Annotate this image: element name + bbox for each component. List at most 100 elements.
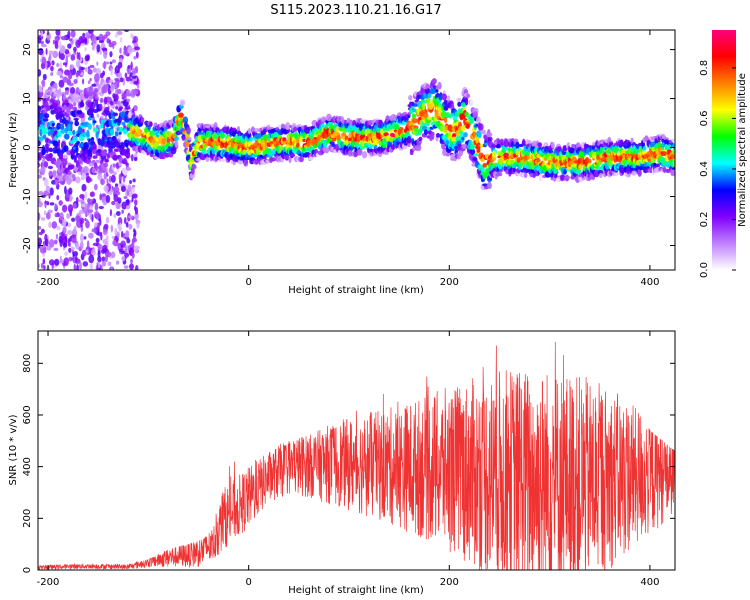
spectrogram-cell [119,222,122,230]
spectrogram-cell [80,112,85,119]
spectrogram-cell [186,149,190,154]
spectrogram-cell [38,263,41,269]
spectrogram-cell [92,102,96,109]
spectrogram-cell [114,183,119,187]
spectrogram-cell [226,126,230,135]
spectrogram-cell [97,138,102,146]
spectrogram-cell [112,171,117,176]
spectrogram-cell [61,204,68,213]
spectrogram-cell [68,130,74,136]
spectrogram-cell [69,197,72,202]
snr-frame [37,330,676,571]
spectrogram-cell [131,75,137,79]
spectrogram-cell [181,136,186,141]
spectrogram-cell [435,133,441,138]
spectrogram-cell [282,137,287,142]
spectrogram-cell [102,62,107,69]
spectrogram-cell [244,158,248,165]
spectrogram-cell [75,215,81,222]
spectrogram-cell [84,191,88,201]
spectrogram-cell [419,111,425,117]
spectrogram-cell [616,147,620,152]
spectrogram-cell [55,161,61,169]
spectrogram-cell [54,213,58,218]
spectrogram-cell [133,228,136,233]
spectrogram-cell [78,199,85,203]
spectrogram-cell [55,233,59,240]
spectrogram-cell [443,116,448,124]
spectrogram-cell [394,123,400,131]
spectrogram-cell [137,129,141,135]
spectrogram-cell [52,170,57,177]
spectrogram-cell [42,134,47,139]
spectrogram-cell [84,55,90,62]
spectrogram-panel: -200 0 200 400 -20 -10 0 10 20 Height of straig… [8,29,676,296]
spectrogram-cell [38,147,43,151]
spectrogram-cell [82,261,89,267]
spectrogram-cell [111,200,116,206]
spectrogram-y-tick-label: 0 [22,144,33,150]
spectrogram-cell [441,93,448,101]
spectrogram-cell [68,256,73,262]
spectrogram-cell [630,151,635,155]
spectrogram-cell [97,250,101,258]
spectrogram-cell [41,79,46,88]
spectrogram-cell [107,261,112,267]
spectrogram-cell [133,105,138,112]
colorbar-tick-label: 0.8 [699,60,710,76]
spectrogram-cell [104,158,109,163]
spectrogram-cell [133,80,139,85]
spectrogram-cell [127,46,133,54]
spectrogram-cell [79,93,85,102]
spectrogram-cell [132,68,137,76]
spectrogram-cell [88,30,94,34]
spectrogram-cell [49,202,55,206]
spectrogram-cell [662,160,668,166]
spectrogram-cell [71,217,76,222]
spectrogram-cell [80,43,86,47]
spectrogram-cell [43,113,50,119]
spectrogram-cell [388,136,395,143]
spectrogram-cell [51,60,55,66]
spectrogram-cell [470,144,475,150]
spectrogram-cell [289,153,296,158]
spectrogram-cell [45,185,51,192]
spectrogram-cell [259,154,263,158]
spectrogram-cell [463,132,468,138]
spectrogram-cell [42,258,46,265]
spectrogram-cell [89,77,92,82]
spectrogram-cell [578,150,585,159]
spectrogram-cell [477,132,482,139]
spectrogram-cell [83,236,87,240]
spectrogram-cell [563,169,567,175]
spectrogram-cell [68,103,74,109]
spectrogram-cell [69,86,76,96]
spectrogram-cell [58,40,62,50]
spectrogram-cell [103,162,109,168]
spectrogram-cell [73,263,76,270]
spectrogram-cell [136,51,139,59]
snr-y-tick-label: 200 [22,509,33,528]
spectrogram-cell [76,264,79,270]
spectrogram-cell [79,217,85,225]
spectrogram-cell [53,83,57,90]
spectrogram-cell [104,254,109,263]
spectrogram-cell [85,218,89,226]
spectrogram-cell [41,44,47,48]
spectrogram-cell [58,200,63,206]
spectrogram-cell [482,163,488,168]
spectrogram-cell [119,126,124,133]
spectrogram-cell [331,143,337,148]
spectrogram-cell [81,172,87,180]
spectrogram-cell [73,79,78,84]
spectrogram-cell [132,89,139,95]
spectrogram-cell [308,156,314,161]
spectrogram-cell [479,144,484,148]
spectrogram-cell [38,140,41,147]
spectrogram-cell [119,47,122,54]
spectrogram-cell [671,138,675,143]
spectrogram-cell [337,150,342,155]
spectrogram-y-axis-label: Frequency (Hz) [8,112,19,188]
spectrogram-cell [283,155,290,160]
spectrogram-cell [74,118,79,127]
